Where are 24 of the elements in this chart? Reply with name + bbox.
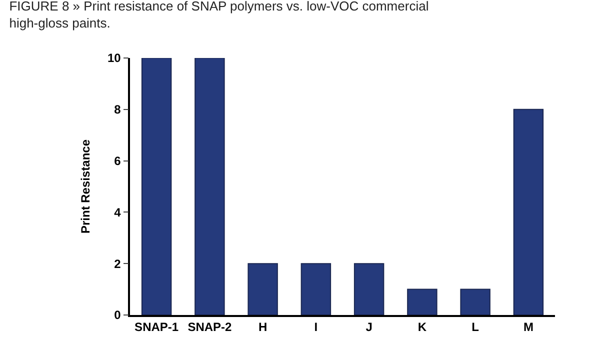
bar: [300, 263, 332, 315]
x-tick-label: J: [366, 320, 372, 334]
x-tick-label: H: [258, 320, 268, 334]
y-axis-title: Print Resistance: [78, 139, 92, 234]
bar: [513, 108, 544, 315]
bar: [354, 263, 384, 315]
x-tick-label: K: [418, 320, 427, 334]
y-tick-label: 10: [107, 51, 122, 66]
x-tick-label: I: [314, 320, 318, 334]
bar: [194, 58, 225, 315]
x-tick-label: M: [523, 320, 534, 334]
bar: [141, 58, 172, 315]
y-tick-label: 0: [114, 308, 122, 322]
y-tick-label: 4: [114, 205, 122, 220]
y-tick-label: 8: [114, 102, 122, 117]
x-tick-label: L: [472, 320, 479, 334]
y-tick-label: 2: [114, 256, 122, 271]
bar: [248, 263, 278, 315]
chart-title: FIGURE 8 » Print resistance of SNAP polymers vs. low-VOC commercial high-gloss paints.: [9, 0, 429, 30]
bar: [407, 288, 438, 315]
bar: [460, 288, 490, 315]
x-tick-label: SNAP-1: [134, 320, 179, 334]
x-tick-label: SNAP-2: [188, 320, 232, 334]
y-tick-label: 6: [114, 154, 122, 168]
